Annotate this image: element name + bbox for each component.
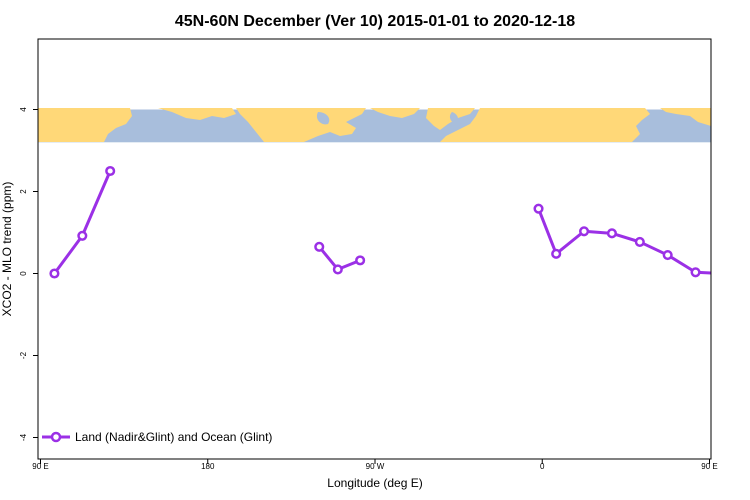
data-point: [662, 250, 673, 261]
map-hudson-bay: [316, 112, 330, 125]
x-tick-label: 180: [201, 462, 215, 471]
y-axis: -4 -2 0 2 4: [19, 107, 38, 441]
data-point: [105, 165, 116, 177]
y-tick-label: -4: [19, 433, 28, 441]
plot-frame: [37, 38, 712, 460]
y-tick-label: 4: [19, 107, 28, 112]
map-land-north-america: [236, 108, 366, 142]
series-line-segment-3: [537, 208, 711, 275]
map-land-greenland: [370, 108, 420, 118]
legend-entry-label: Land (Nadir&Glint) and Ocean (Glint): [75, 430, 272, 444]
y-tick-label: 2: [19, 189, 28, 194]
data-point: [77, 230, 88, 241]
data-point: [634, 236, 645, 247]
data-point: [579, 226, 590, 237]
world-map-band: [38, 108, 711, 143]
y-tick-label: 0: [19, 271, 28, 276]
legend: Land (Nadir&Glint) and Ocean (Glint): [42, 430, 272, 444]
map-land-kamchatka-alaska: [158, 108, 236, 120]
x-tick-label: 90 E: [701, 462, 717, 471]
data-point: [355, 255, 366, 266]
map-land-kamchatka-right: [660, 108, 711, 126]
map-land-japan: [135, 116, 141, 134]
data-point: [690, 267, 701, 278]
series-layer: [49, 165, 728, 279]
x-axis-label: Longitude (deg E): [327, 476, 422, 490]
map-sakhalin-sea: [661, 120, 669, 138]
data-point: [533, 203, 544, 214]
data-point: [49, 268, 60, 279]
data-point: [314, 241, 325, 252]
data-point: [332, 264, 343, 275]
y-tick-label: -2: [19, 351, 28, 359]
x-tick-label: 90 E: [32, 462, 48, 471]
legend-marker-swatch: [50, 431, 62, 443]
x-tick-label: 0: [540, 462, 545, 471]
chart-title: 45N-60N December (Ver 10) 2015-01-01 to …: [175, 13, 575, 30]
y-axis-label: XCO2 - MLO trend (ppm): [0, 182, 14, 317]
series-line-segment-1: [53, 170, 112, 275]
map-land-asia-west: [38, 108, 132, 142]
x-tick-label: 90 W: [366, 462, 385, 471]
data-point: [551, 248, 562, 259]
map-land-eurasia: [440, 108, 650, 142]
data-point: [606, 228, 617, 239]
map-baltic-sea: [449, 112, 459, 124]
data-point: [720, 270, 728, 278]
